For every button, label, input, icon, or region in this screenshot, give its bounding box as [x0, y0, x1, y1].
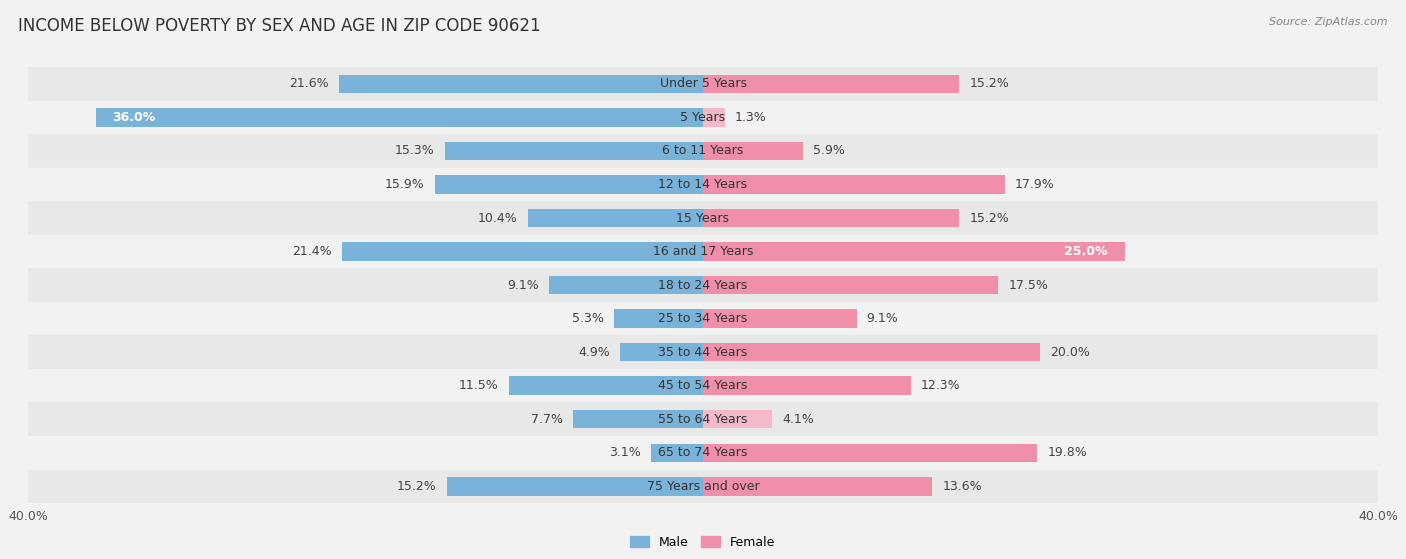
Bar — [28, 134, 1378, 168]
Bar — [28, 402, 1378, 436]
Bar — [28, 436, 1378, 470]
Bar — [28, 268, 1378, 302]
Bar — [342, 243, 703, 260]
Bar — [96, 108, 703, 126]
Text: 9.1%: 9.1% — [508, 278, 540, 292]
Text: 11.5%: 11.5% — [460, 379, 499, 392]
Text: 10.4%: 10.4% — [478, 211, 517, 225]
Bar — [613, 310, 703, 328]
Bar — [28, 168, 1378, 201]
Bar — [28, 101, 1378, 134]
Bar — [28, 470, 1378, 503]
Text: 15.9%: 15.9% — [385, 178, 425, 191]
Bar — [509, 377, 703, 395]
Text: 5.9%: 5.9% — [813, 144, 845, 158]
Text: 15.2%: 15.2% — [970, 77, 1010, 91]
Bar — [703, 477, 932, 496]
Text: 15.2%: 15.2% — [396, 480, 436, 493]
Bar — [703, 209, 959, 227]
Bar — [703, 343, 1040, 361]
Text: 5.3%: 5.3% — [572, 312, 603, 325]
Legend: Male, Female: Male, Female — [626, 530, 780, 553]
Text: 15.3%: 15.3% — [395, 144, 434, 158]
Bar — [703, 175, 1005, 193]
Bar — [703, 377, 911, 395]
Text: 35 to 44 Years: 35 to 44 Years — [658, 345, 748, 359]
Text: 45 to 54 Years: 45 to 54 Years — [658, 379, 748, 392]
Bar — [447, 477, 703, 496]
Bar — [574, 410, 703, 428]
Text: Under 5 Years: Under 5 Years — [659, 77, 747, 91]
Bar — [703, 243, 1125, 260]
Text: 9.1%: 9.1% — [866, 312, 898, 325]
Bar — [703, 108, 725, 126]
Bar — [703, 142, 803, 160]
Bar — [703, 410, 772, 428]
Text: 17.9%: 17.9% — [1015, 178, 1054, 191]
Text: 17.5%: 17.5% — [1008, 278, 1049, 292]
Text: 6 to 11 Years: 6 to 11 Years — [662, 144, 744, 158]
Text: 25.0%: 25.0% — [1064, 245, 1108, 258]
Text: 12 to 14 Years: 12 to 14 Years — [658, 178, 748, 191]
Bar — [703, 74, 959, 93]
Text: Source: ZipAtlas.com: Source: ZipAtlas.com — [1270, 17, 1388, 27]
Bar — [550, 276, 703, 294]
Text: 4.9%: 4.9% — [578, 345, 610, 359]
Text: 19.8%: 19.8% — [1047, 446, 1087, 459]
Text: 65 to 74 Years: 65 to 74 Years — [658, 446, 748, 459]
Bar — [620, 343, 703, 361]
Text: 75 Years and over: 75 Years and over — [647, 480, 759, 493]
Bar — [434, 175, 703, 193]
Bar — [28, 302, 1378, 335]
Text: 3.1%: 3.1% — [609, 446, 641, 459]
Text: 5 Years: 5 Years — [681, 111, 725, 124]
Bar — [28, 201, 1378, 235]
Text: 36.0%: 36.0% — [112, 111, 156, 124]
Bar — [339, 74, 703, 93]
Text: 16 and 17 Years: 16 and 17 Years — [652, 245, 754, 258]
Text: 21.6%: 21.6% — [288, 77, 329, 91]
Bar — [28, 335, 1378, 369]
Bar — [703, 276, 998, 294]
Text: 4.1%: 4.1% — [782, 413, 814, 426]
Text: 18 to 24 Years: 18 to 24 Years — [658, 278, 748, 292]
Bar — [651, 444, 703, 462]
Text: 13.6%: 13.6% — [942, 480, 983, 493]
Bar — [28, 67, 1378, 101]
Bar — [703, 444, 1038, 462]
Bar — [444, 142, 703, 160]
Bar — [527, 209, 703, 227]
Bar — [703, 310, 856, 328]
Text: 12.3%: 12.3% — [921, 379, 960, 392]
Text: 15.2%: 15.2% — [970, 211, 1010, 225]
Text: INCOME BELOW POVERTY BY SEX AND AGE IN ZIP CODE 90621: INCOME BELOW POVERTY BY SEX AND AGE IN Z… — [18, 17, 541, 35]
Text: 7.7%: 7.7% — [531, 413, 562, 426]
Text: 1.3%: 1.3% — [735, 111, 766, 124]
Text: 55 to 64 Years: 55 to 64 Years — [658, 413, 748, 426]
Bar — [28, 235, 1378, 268]
Text: 25 to 34 Years: 25 to 34 Years — [658, 312, 748, 325]
Text: 21.4%: 21.4% — [292, 245, 332, 258]
Text: 15 Years: 15 Years — [676, 211, 730, 225]
Text: 20.0%: 20.0% — [1050, 345, 1091, 359]
Bar — [28, 369, 1378, 402]
